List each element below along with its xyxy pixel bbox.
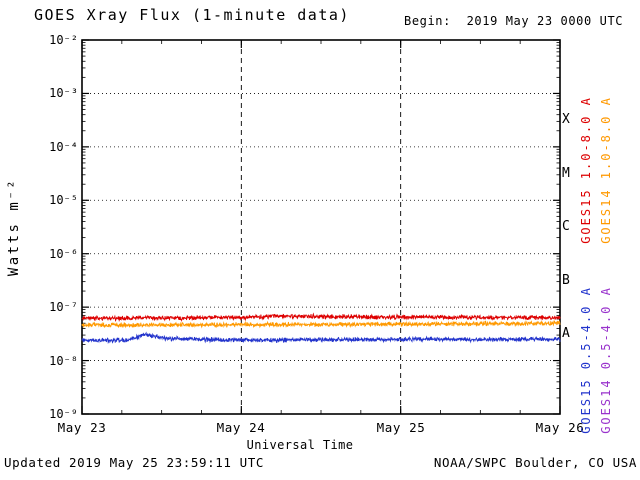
y-tick-label-1e-8: 10⁻⁸ bbox=[49, 354, 78, 368]
flux-class-b: B bbox=[562, 273, 570, 288]
chart-title: GOES Xray Flux (1-minute data) bbox=[34, 6, 350, 24]
y-tick-label-1e-3: 10⁻³ bbox=[49, 86, 78, 100]
series-line-1 bbox=[81, 319, 561, 329]
series-line-0 bbox=[81, 312, 561, 323]
flux-class-c: C bbox=[562, 219, 570, 234]
y-tick-label-1e-7: 10⁻⁷ bbox=[49, 300, 78, 314]
x-tick-label-may24: May 24 bbox=[216, 420, 266, 435]
y-tick-label-1e-5: 10⁻⁵ bbox=[49, 193, 78, 207]
plot-frame bbox=[81, 39, 561, 415]
begin-timestamp: Begin: 2019 May 23 0000 UTC bbox=[404, 14, 624, 28]
x-tick-label-may26: May 26 bbox=[535, 420, 585, 435]
flux-class-a: A bbox=[562, 326, 570, 341]
updated-timestamp: Updated 2019 May 25 23:59:11 UTC bbox=[4, 455, 265, 470]
y-tick-label-1e-6: 10⁻⁶ bbox=[49, 247, 78, 261]
flux-class-x: X bbox=[562, 112, 570, 127]
series-line-2 bbox=[81, 331, 561, 344]
x-tick-label-may25: May 25 bbox=[376, 420, 426, 435]
y-tick-label-1e-2: 10⁻² bbox=[49, 33, 78, 47]
x-axis-label: Universal Time bbox=[246, 438, 354, 452]
credit-text: NOAA/SWPC Boulder, CO USA bbox=[433, 455, 637, 470]
flux-class-m: M bbox=[562, 166, 570, 181]
y-tick-label-1e-9: 10⁻⁹ bbox=[49, 407, 78, 421]
legend-goes14-short-channel: GOES14 0.5-4.0 A bbox=[599, 286, 613, 434]
y-tick-label-1e-4: 10⁻⁴ bbox=[49, 140, 78, 154]
legend-goes15-long-channel: GOES15 1.0-8.0 A bbox=[579, 96, 593, 244]
legend-goes15-short-channel: GOES15 0.5-4.0 A bbox=[579, 286, 593, 434]
legend-goes14-long-channel: GOES14 1.0-8.0 A bbox=[599, 96, 613, 244]
x-tick-label-may23: May 23 bbox=[57, 420, 107, 435]
